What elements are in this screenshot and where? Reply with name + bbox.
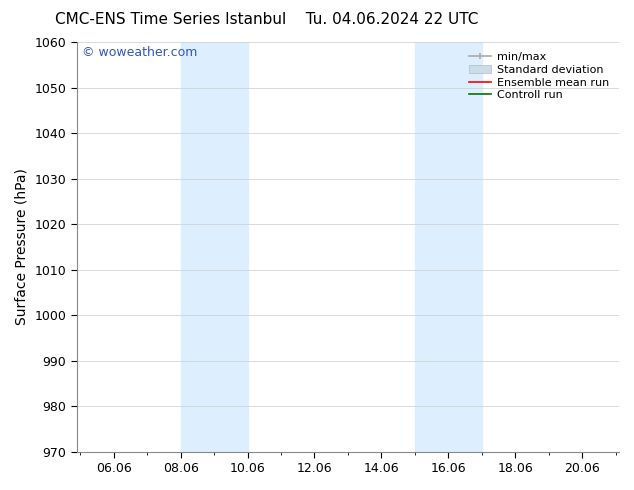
Bar xyxy=(415,42,482,452)
Y-axis label: Surface Pressure (hPa): Surface Pressure (hPa) xyxy=(15,169,29,325)
Bar xyxy=(181,42,247,452)
Legend: min/max, Standard deviation, Ensemble mean run, Controll run: min/max, Standard deviation, Ensemble me… xyxy=(465,48,614,105)
Text: © woweather.com: © woweather.com xyxy=(82,46,198,59)
Text: CMC-ENS Time Series Istanbul    Tu. 04.06.2024 22 UTC: CMC-ENS Time Series Istanbul Tu. 04.06.2… xyxy=(55,12,478,27)
